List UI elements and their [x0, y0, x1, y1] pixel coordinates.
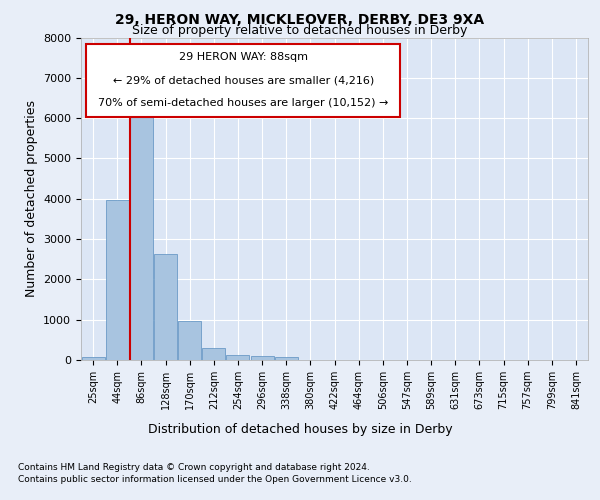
Bar — [130, 94, 153, 360]
Text: 70% of semi-detached houses are larger (10,152) →: 70% of semi-detached houses are larger (… — [98, 98, 388, 108]
Bar — [275, 357, 298, 360]
Bar — [226, 355, 250, 360]
FancyBboxPatch shape — [86, 44, 400, 117]
Text: 29 HERON WAY: 88sqm: 29 HERON WAY: 88sqm — [179, 52, 308, 62]
Text: Contains public sector information licensed under the Open Government Licence v3: Contains public sector information licen… — [18, 475, 412, 484]
Bar — [202, 348, 225, 360]
Bar — [106, 200, 128, 360]
Y-axis label: Number of detached properties: Number of detached properties — [25, 100, 38, 297]
Text: Size of property relative to detached houses in Derby: Size of property relative to detached ho… — [133, 24, 467, 37]
Text: ← 29% of detached houses are smaller (4,216): ← 29% of detached houses are smaller (4,… — [113, 75, 374, 85]
Bar — [251, 356, 274, 360]
Bar — [154, 254, 177, 360]
Text: 29, HERON WAY, MICKLEOVER, DERBY, DE3 9XA: 29, HERON WAY, MICKLEOVER, DERBY, DE3 9X… — [115, 12, 485, 26]
Text: Distribution of detached houses by size in Derby: Distribution of detached houses by size … — [148, 422, 452, 436]
Bar — [178, 322, 201, 360]
Text: Contains HM Land Registry data © Crown copyright and database right 2024.: Contains HM Land Registry data © Crown c… — [18, 462, 370, 471]
Bar — [82, 357, 104, 360]
